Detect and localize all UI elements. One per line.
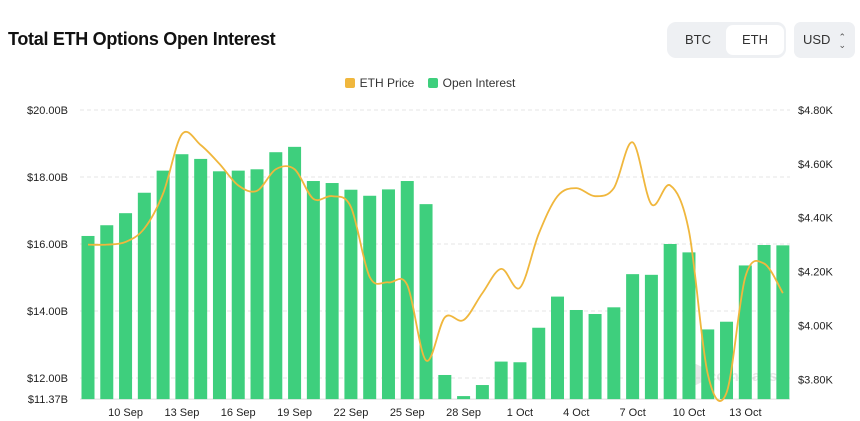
open-interest-bar[interactable] [663, 244, 677, 400]
legend-label: ETH Price [359, 76, 415, 90]
open-interest-bar[interactable] [363, 195, 377, 400]
open-interest-bar[interactable] [551, 296, 564, 400]
open-interest-bar[interactable] [569, 309, 583, 400]
open-interest-bar[interactable] [682, 252, 696, 400]
open-interest-bar[interactable] [325, 183, 339, 400]
right-axis-tick: $4.00K [798, 320, 834, 332]
legend-open-interest[interactable]: Open Interest [427, 76, 516, 90]
open-interest-bar[interactable] [513, 362, 527, 400]
legend-swatch [427, 78, 438, 88]
open-interest-bar[interactable] [720, 321, 734, 400]
open-interest-bar[interactable] [288, 146, 302, 400]
open-interest-bar[interactable] [250, 169, 264, 400]
open-interest-bar[interactable] [400, 181, 414, 400]
legend-swatch [344, 78, 355, 88]
open-interest-bar[interactable] [757, 245, 771, 400]
open-interest-bar[interactable] [381, 189, 395, 400]
open-interest-bar[interactable] [137, 192, 151, 400]
open-interest-bar[interactable] [156, 170, 170, 400]
right-axis-tick: $4.60K [798, 159, 834, 171]
open-interest-bar[interactable] [419, 204, 433, 400]
open-interest-bar[interactable] [194, 158, 208, 400]
open-interest-bar[interactable] [607, 307, 621, 400]
currency-select[interactable]: USD ⌃ ⌄ [794, 22, 855, 58]
x-axis-tick: 19 Sep [277, 407, 312, 419]
open-interest-bar[interactable] [644, 274, 658, 400]
x-axis-tick: 10 Oct [673, 407, 705, 419]
open-interest-bar[interactable] [438, 374, 452, 400]
open-interest-bar[interactable] [532, 327, 546, 400]
toggle-btc[interactable]: BTC [685, 32, 711, 47]
open-interest-bar[interactable] [475, 385, 489, 400]
legend-label: Open Interest [442, 76, 516, 90]
open-interest-bar[interactable] [588, 314, 602, 400]
open-interest-bar[interactable] [119, 213, 133, 400]
left-axis-tick: $11.37B [28, 394, 68, 406]
open-interest-bar[interactable] [212, 171, 226, 400]
left-axis-tick: $14.00B [27, 306, 68, 318]
x-axis-tick: 25 Sep [390, 407, 425, 419]
right-axis-tick: $4.80K [798, 105, 834, 117]
open-interest-bar[interactable] [231, 170, 245, 400]
x-axis-tick: 10 Sep [108, 407, 143, 419]
toggle-eth[interactable]: ETH [726, 25, 784, 55]
open-interest-bar[interactable] [269, 152, 283, 400]
open-interest-bar[interactable] [344, 189, 358, 400]
page-title: Total ETH Options Open Interest [8, 29, 276, 49]
asset-toggle: BTC ETH [667, 22, 786, 58]
open-interest-bar[interactable] [494, 361, 508, 400]
left-axis-tick: $12.00B [27, 373, 68, 385]
right-axis-tick: $3.80K [798, 374, 834, 386]
x-axis-tick: 1 Oct [507, 407, 533, 419]
open-interest-bar[interactable] [776, 245, 790, 400]
open-interest-bar[interactable] [100, 225, 114, 400]
right-axis-tick: $4.20K [798, 267, 834, 279]
x-axis-tick: 16 Sep [221, 407, 256, 419]
open-interest-bar[interactable] [457, 396, 471, 400]
left-axis-tick: $18.00B [27, 172, 68, 184]
right-axis-tick: $4.40K [798, 213, 834, 225]
open-interest-bar[interactable] [626, 274, 640, 400]
x-axis-tick: 13 Oct [729, 407, 761, 419]
open-interest-bar[interactable] [175, 154, 189, 400]
currency-value: USD [803, 32, 831, 47]
x-axis-tick: 7 Oct [619, 407, 645, 419]
left-axis-tick: $20.00B [27, 105, 68, 117]
eth-price-line [87, 130, 784, 402]
left-axis-tick: $16.00B [27, 239, 68, 251]
open-interest-bar[interactable] [81, 235, 95, 400]
chart-legend: ETH Price Open Interest [0, 76, 860, 91]
legend-eth-price[interactable]: ETH Price [344, 76, 415, 90]
chevron-up-down-icon: ⌃ ⌄ [838, 32, 846, 50]
open-interest-bar[interactable] [701, 329, 715, 400]
x-axis-tick: 4 Oct [563, 407, 589, 419]
x-axis-tick: 13 Sep [164, 407, 199, 419]
open-interest-bar[interactable] [306, 181, 320, 400]
x-axis-tick: 22 Sep [333, 407, 368, 419]
open-interest-bar[interactable] [738, 265, 752, 400]
x-axis-tick: 28 Sep [446, 407, 481, 419]
